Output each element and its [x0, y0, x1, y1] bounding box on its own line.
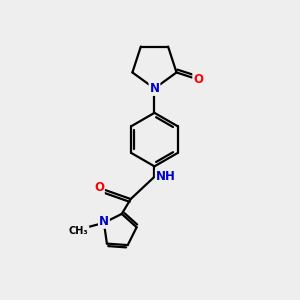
Text: NH: NH [156, 170, 176, 183]
Text: CH₃: CH₃ [69, 226, 88, 236]
Text: O: O [94, 181, 104, 194]
Text: O: O [193, 73, 203, 86]
Text: N: N [99, 215, 109, 228]
Text: N: N [149, 82, 160, 95]
